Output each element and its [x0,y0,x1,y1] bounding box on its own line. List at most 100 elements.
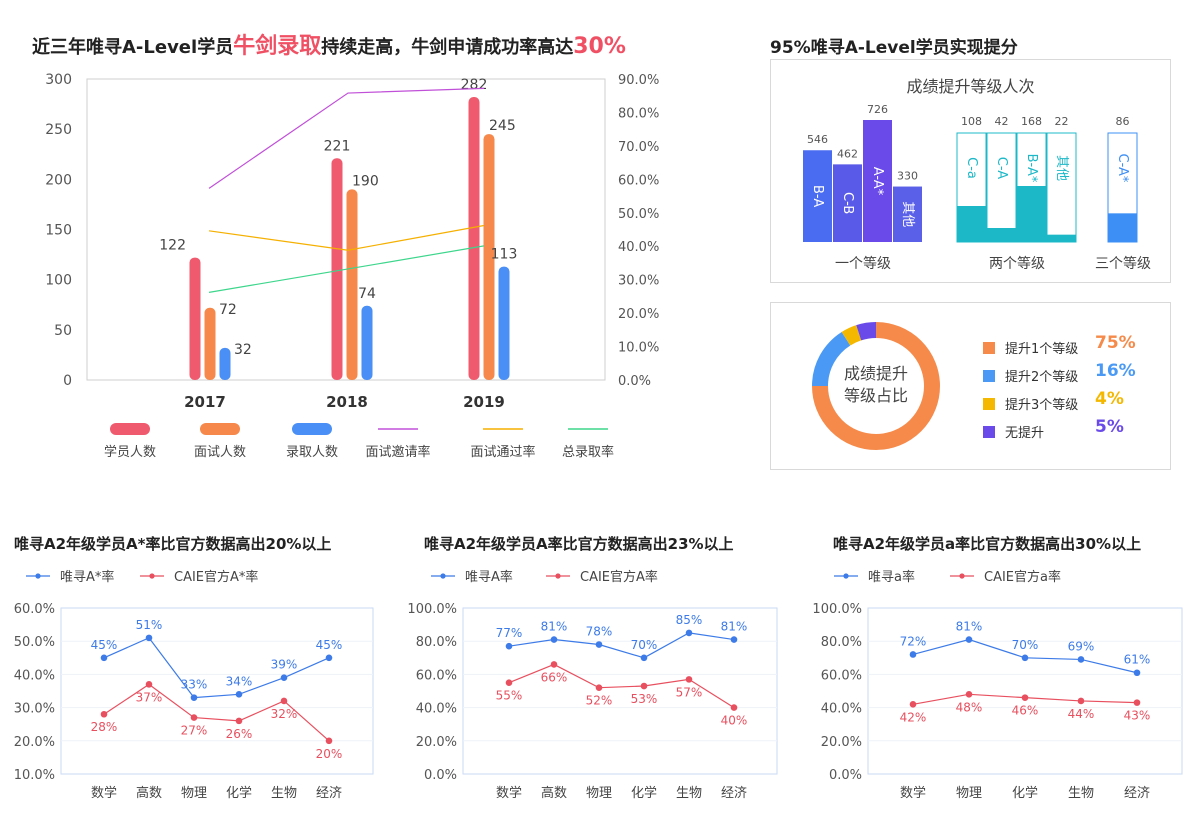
legend-label: CAIE官方A率 [580,569,658,585]
data-label: 66% [541,670,568,684]
data-label: 72% [900,634,927,648]
y2-tick-label: 10.0% [618,341,659,356]
bar-value-label: 72 [219,302,237,318]
y-tick-label: 40.0% [821,702,862,717]
legend-label: 录取人数 [286,445,338,460]
x-tick-label: 生物 [676,786,702,801]
bar-value-label: 221 [324,138,351,154]
legend-label: 面试人数 [194,445,246,460]
pie-legend-label: 提升1个等级 [1005,342,1079,357]
data-label: 61% [1124,653,1151,667]
grade-bar-frame [986,132,1017,243]
data-point [235,717,243,725]
y-tick-label: 20.0% [14,735,55,750]
grade-bar-label: C-A [994,157,1009,179]
y-tick-label: 0 [63,373,72,389]
x-tick-label: 数学 [900,785,926,801]
donut-chart [812,322,940,450]
donut-center-label: 成绩提升 等级占比 [811,363,941,407]
pie-legend-pct: 16% [1095,361,1136,381]
legend-marker [555,573,561,579]
y-tick-label: 20.0% [416,735,457,750]
legend-swatch [983,398,995,410]
x-tick-label: 化学 [226,785,252,801]
data-label: 46% [1012,704,1039,718]
data-label: 37% [136,690,163,704]
grade-bar-value: 42 [995,115,1009,128]
grade-bar-value: 726 [867,103,888,116]
data-point [505,679,513,686]
pie-legend-pct: 4% [1095,389,1124,409]
grade-bar-label: C-a [964,157,979,179]
grade-bar-label: B-A* [1024,154,1039,183]
pie-legend-item: 提升1个等级 75% [983,333,1136,357]
pie-legend-pct: 5% [1095,417,1124,437]
legend-swatch [983,342,995,354]
y-tick-label: 10.0% [14,768,55,783]
y-tick-label: 50 [54,323,72,339]
data-point [730,636,738,643]
y2-tick-label: 50.0% [618,207,659,222]
pie-panel: 成绩提升 等级占比 提升1个等级 75% 提升2个等级 16% 提升3个等级 4% 无提升 5… [770,302,1171,470]
x-tick-label: 物理 [586,786,612,801]
grade-bar-label: B-A [810,185,825,207]
data-label: 42% [900,710,927,724]
data-point [550,636,558,643]
data-label: 48% [956,700,983,714]
data-point [190,714,198,721]
x-tick-label: 数学 [496,785,522,801]
y-tick-label: 60.0% [416,668,457,683]
data-point [685,676,693,683]
pie-legend-label: 提升3个等级 [1005,398,1079,413]
grade-bar-value: 462 [837,147,858,160]
x-tick-label: 经济 [1124,786,1150,801]
data-point [235,691,243,698]
data-point [595,641,603,648]
legend-swatch [983,426,995,438]
bar-value-label: 32 [234,342,252,358]
data-label: 51% [136,618,163,632]
bar [204,307,216,380]
x-tick-label: 数学 [91,785,117,801]
legend-marker [959,573,965,579]
y-tick-label: 40.0% [14,668,55,683]
plot-frame [867,607,1183,775]
x-tick-label: 化学 [1012,785,1038,801]
legend-swatch [110,423,150,435]
line-chart-3-title: 唯寻A2年级学员a率比官方数据高出30%以上 [833,535,1142,553]
donut-center-line: 成绩提升 [843,364,908,383]
y-tick-label: 40.0% [416,702,457,717]
grade-bar-value: 108 [961,115,982,128]
grade-bar [863,120,892,242]
bar [346,189,358,380]
data-point [325,737,333,745]
y-tick-label: 30.0% [14,702,55,717]
data-point [1133,669,1141,677]
data-point [1021,654,1029,662]
title-part: 近三年唯寻A-Level学员 [32,37,234,58]
y2-tick-label: 70.0% [618,140,659,155]
data-label: 27% [181,724,208,738]
legend-label: CAIE官方A*率 [174,569,258,585]
y2-tick-label: 0.0% [618,374,651,389]
legend-label: 学员人数 [104,444,156,460]
donut-slice [841,325,862,346]
legend-swatch [200,423,240,435]
data-label: 33% [181,678,208,692]
x-tick-label: 物理 [956,786,982,801]
main-chart-title: 近三年唯寻A-Level学员牛剑录取持续走高，牛剑申请成功率高达30% [32,28,626,60]
bar-value-label: 122 [159,238,186,254]
grade-bar [1108,213,1137,242]
bar [219,347,231,380]
series-line [103,637,330,699]
data-label: 45% [316,638,343,652]
data-label: 39% [271,658,298,672]
y2-tick-label: 20.0% [618,307,659,322]
x-tick-label: 物理 [181,786,207,801]
pie-legend-item: 无提升 5% [983,417,1124,441]
grade-bar-label: A-A* [870,167,885,196]
data-label: 45% [91,638,118,652]
grade-bar [987,228,1016,242]
pie-legend-pct: 75% [1095,333,1136,353]
